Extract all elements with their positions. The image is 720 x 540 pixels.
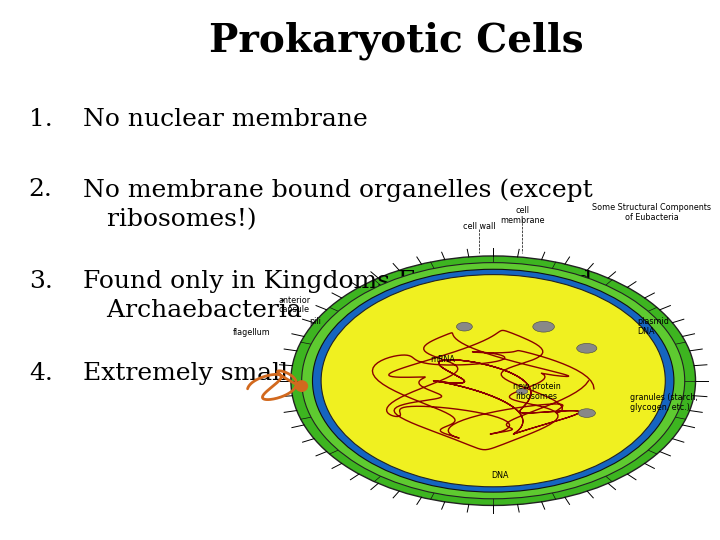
Text: mRNA: mRNA [431, 355, 455, 363]
Ellipse shape [533, 321, 554, 332]
Ellipse shape [577, 343, 597, 353]
Text: pili: pili [309, 317, 320, 326]
Text: Some Structural Components
of Eubacteria: Some Structural Components of Eubacteria [592, 204, 711, 222]
Text: No nuclear membrane: No nuclear membrane [83, 108, 367, 131]
Ellipse shape [321, 275, 665, 487]
Text: No membrane bound organelles (except
   ribosomes!): No membrane bound organelles (except rib… [83, 178, 593, 231]
Text: cell wall: cell wall [462, 222, 495, 231]
Ellipse shape [578, 409, 595, 417]
Text: plasmid
DNA: plasmid DNA [637, 318, 669, 336]
Ellipse shape [302, 262, 685, 499]
Ellipse shape [456, 322, 472, 331]
Text: 1.: 1. [29, 108, 53, 131]
Text: Found only in Kingdoms Eubacteria and
   Archaebacteria: Found only in Kingdoms Eubacteria and Ar… [83, 270, 592, 322]
Text: anterior
capsule: anterior capsule [279, 296, 310, 314]
Text: granules (starch,
glycogen, etc.): granules (starch, glycogen, etc.) [630, 393, 698, 411]
Text: 2.: 2. [29, 178, 53, 201]
Ellipse shape [516, 389, 528, 394]
Text: 4.: 4. [29, 362, 53, 385]
Text: Extremely small: Extremely small [83, 362, 288, 385]
Ellipse shape [295, 380, 308, 392]
Text: flagellum: flagellum [233, 328, 270, 336]
Ellipse shape [312, 269, 674, 492]
Text: DNA: DNA [492, 471, 509, 481]
Text: 3.: 3. [29, 270, 53, 293]
Text: new protein
ribosomes: new protein ribosomes [513, 382, 560, 401]
Text: Prokaryotic Cells: Prokaryotic Cells [209, 22, 583, 60]
Ellipse shape [291, 256, 696, 505]
Text: cell
membrane: cell membrane [500, 206, 544, 225]
